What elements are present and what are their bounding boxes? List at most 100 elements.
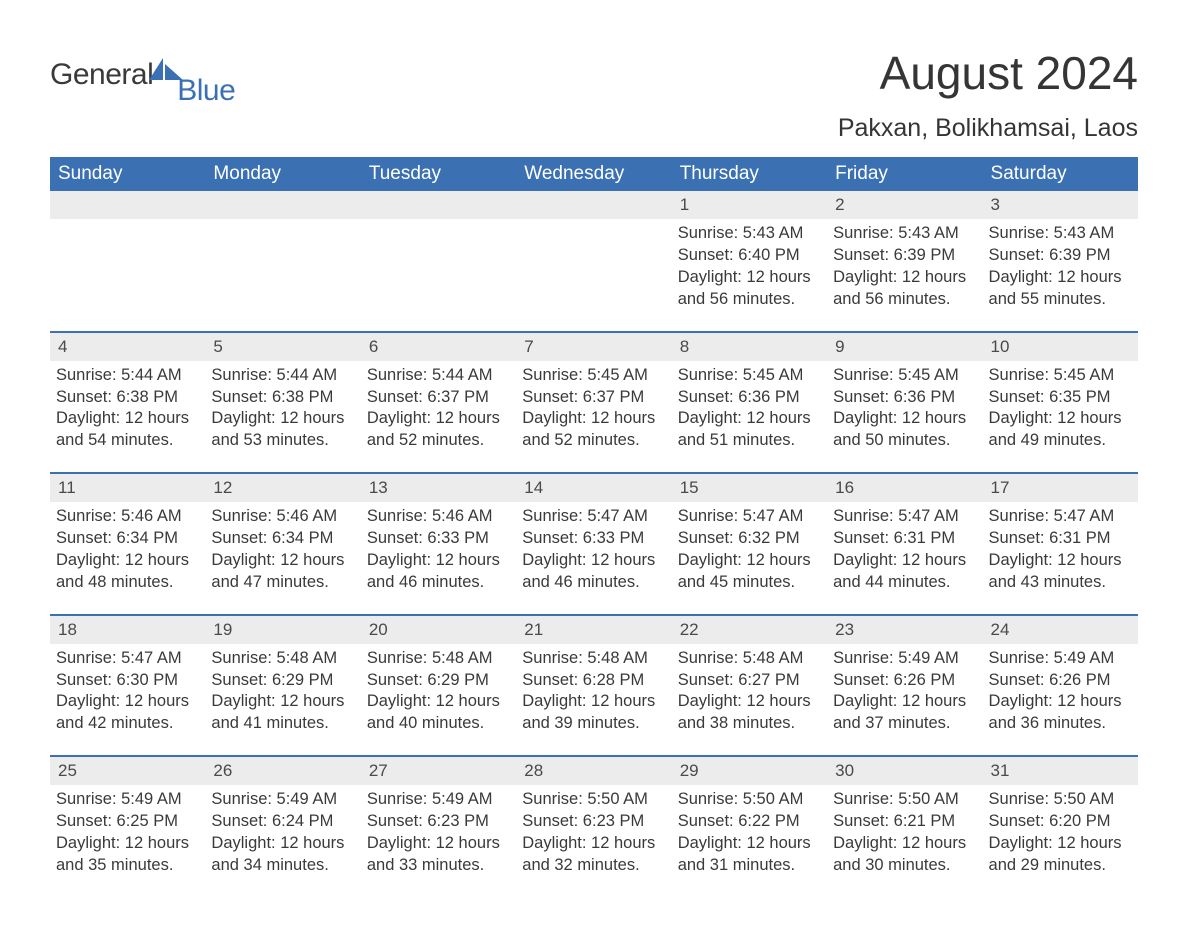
sunrise-text: Sunrise: 5:49 AM <box>989 648 1132 670</box>
sunset-text: Sunset: 6:34 PM <box>56 528 199 550</box>
day-number-cell: 14 <box>516 473 671 502</box>
daylight-text-line2: and 39 minutes. <box>522 713 665 735</box>
calendar-page: General Blue August 2024 Pakxan, Bolikha… <box>0 0 1188 927</box>
daylight-text-line2: and 36 minutes. <box>989 713 1132 735</box>
daylight-text-line2: and 55 minutes. <box>989 289 1132 311</box>
sunrise-text: Sunrise: 5:47 AM <box>56 648 199 670</box>
sunset-text: Sunset: 6:35 PM <box>989 387 1132 409</box>
day-number-cell: 8 <box>672 332 827 361</box>
day-number-cell: 10 <box>983 332 1138 361</box>
sunset-text: Sunset: 6:20 PM <box>989 811 1132 833</box>
sunrise-text: Sunrise: 5:48 AM <box>678 648 821 670</box>
brand-logo: General Blue <box>50 58 253 92</box>
day-content-cell: Sunrise: 5:43 AMSunset: 6:39 PMDaylight:… <box>983 219 1138 331</box>
daylight-text-line1: Daylight: 12 hours <box>56 408 199 430</box>
sunrise-text: Sunrise: 5:47 AM <box>522 506 665 528</box>
daylight-text-line1: Daylight: 12 hours <box>56 550 199 572</box>
day-content-cell <box>50 219 205 331</box>
daylight-text-line2: and 30 minutes. <box>833 855 976 877</box>
daylight-text-line2: and 48 minutes. <box>56 572 199 594</box>
sunrise-text: Sunrise: 5:47 AM <box>833 506 976 528</box>
day-content-cell <box>361 219 516 331</box>
day-content-row: Sunrise: 5:49 AMSunset: 6:25 PMDaylight:… <box>50 785 1138 896</box>
sunset-text: Sunset: 6:36 PM <box>833 387 976 409</box>
month-title: August 2024 <box>838 50 1138 96</box>
daylight-text-line1: Daylight: 12 hours <box>833 408 976 430</box>
daylight-text-line2: and 47 minutes. <box>211 572 354 594</box>
day-content-cell: Sunrise: 5:49 AMSunset: 6:24 PMDaylight:… <box>205 785 360 896</box>
day-content-cell: Sunrise: 5:44 AMSunset: 6:37 PMDaylight:… <box>361 361 516 473</box>
day-content-cell: Sunrise: 5:47 AMSunset: 6:30 PMDaylight:… <box>50 644 205 756</box>
sunset-text: Sunset: 6:36 PM <box>678 387 821 409</box>
day-number-cell: 18 <box>50 615 205 644</box>
daylight-text-line2: and 50 minutes. <box>833 430 976 452</box>
day-number-cell: 24 <box>983 615 1138 644</box>
day-content-cell: Sunrise: 5:48 AMSunset: 6:28 PMDaylight:… <box>516 644 671 756</box>
daylight-text-line1: Daylight: 12 hours <box>678 267 821 289</box>
sunset-text: Sunset: 6:23 PM <box>522 811 665 833</box>
daylight-text-line1: Daylight: 12 hours <box>989 833 1132 855</box>
day-content-row: Sunrise: 5:46 AMSunset: 6:34 PMDaylight:… <box>50 502 1138 614</box>
day-number-row: 25262728293031 <box>50 756 1138 785</box>
daylight-text-line1: Daylight: 12 hours <box>678 550 821 572</box>
daylight-text-line1: Daylight: 12 hours <box>56 691 199 713</box>
weekday-header: Sunday <box>50 157 205 191</box>
sunset-text: Sunset: 6:37 PM <box>367 387 510 409</box>
day-number-cell: 28 <box>516 756 671 785</box>
day-number-cell <box>50 191 205 219</box>
sunset-text: Sunset: 6:34 PM <box>211 528 354 550</box>
day-content-cell: Sunrise: 5:46 AMSunset: 6:33 PMDaylight:… <box>361 502 516 614</box>
sunset-text: Sunset: 6:31 PM <box>833 528 976 550</box>
sunrise-text: Sunrise: 5:45 AM <box>989 365 1132 387</box>
daylight-text-line2: and 45 minutes. <box>678 572 821 594</box>
sunset-text: Sunset: 6:31 PM <box>989 528 1132 550</box>
day-number-row: 11121314151617 <box>50 473 1138 502</box>
sunset-text: Sunset: 6:33 PM <box>522 528 665 550</box>
day-content-cell: Sunrise: 5:49 AMSunset: 6:25 PMDaylight:… <box>50 785 205 896</box>
day-content-cell: Sunrise: 5:45 AMSunset: 6:36 PMDaylight:… <box>672 361 827 473</box>
day-content-cell: Sunrise: 5:47 AMSunset: 6:31 PMDaylight:… <box>827 502 982 614</box>
sunrise-text: Sunrise: 5:48 AM <box>367 648 510 670</box>
sunrise-text: Sunrise: 5:43 AM <box>989 223 1132 245</box>
sunset-text: Sunset: 6:23 PM <box>367 811 510 833</box>
day-content-cell: Sunrise: 5:43 AMSunset: 6:40 PMDaylight:… <box>672 219 827 331</box>
weekday-header-row: Sunday Monday Tuesday Wednesday Thursday… <box>50 157 1138 191</box>
header-row: General Blue August 2024 Pakxan, Bolikha… <box>50 50 1138 143</box>
sunrise-text: Sunrise: 5:50 AM <box>678 789 821 811</box>
day-number-cell: 30 <box>827 756 982 785</box>
day-number-cell: 27 <box>361 756 516 785</box>
day-content-row: Sunrise: 5:44 AMSunset: 6:38 PMDaylight:… <box>50 361 1138 473</box>
sunrise-text: Sunrise: 5:43 AM <box>678 223 821 245</box>
day-content-cell <box>205 219 360 331</box>
sunrise-text: Sunrise: 5:46 AM <box>367 506 510 528</box>
day-content-cell: Sunrise: 5:45 AMSunset: 6:37 PMDaylight:… <box>516 361 671 473</box>
day-number-cell: 25 <box>50 756 205 785</box>
calendar-body: 123Sunrise: 5:43 AMSunset: 6:40 PMDaylig… <box>50 191 1138 897</box>
day-number-cell: 20 <box>361 615 516 644</box>
daylight-text-line1: Daylight: 12 hours <box>367 550 510 572</box>
day-content-cell: Sunrise: 5:50 AMSunset: 6:22 PMDaylight:… <box>672 785 827 896</box>
day-content-cell: Sunrise: 5:44 AMSunset: 6:38 PMDaylight:… <box>50 361 205 473</box>
day-number-row: 18192021222324 <box>50 615 1138 644</box>
day-number-cell: 13 <box>361 473 516 502</box>
day-number-cell: 3 <box>983 191 1138 219</box>
daylight-text-line1: Daylight: 12 hours <box>522 691 665 713</box>
daylight-text-line2: and 38 minutes. <box>678 713 821 735</box>
daylight-text-line1: Daylight: 12 hours <box>367 408 510 430</box>
brand-word-1: General <box>50 58 153 92</box>
daylight-text-line1: Daylight: 12 hours <box>833 267 976 289</box>
daylight-text-line2: and 56 minutes. <box>678 289 821 311</box>
daylight-text-line2: and 46 minutes. <box>522 572 665 594</box>
sunset-text: Sunset: 6:33 PM <box>367 528 510 550</box>
sunset-text: Sunset: 6:37 PM <box>522 387 665 409</box>
daylight-text-line2: and 56 minutes. <box>833 289 976 311</box>
sunrise-text: Sunrise: 5:47 AM <box>678 506 821 528</box>
day-content-cell: Sunrise: 5:46 AMSunset: 6:34 PMDaylight:… <box>205 502 360 614</box>
daylight-text-line2: and 51 minutes. <box>678 430 821 452</box>
daylight-text-line2: and 35 minutes. <box>56 855 199 877</box>
daylight-text-line1: Daylight: 12 hours <box>833 550 976 572</box>
sunrise-text: Sunrise: 5:45 AM <box>522 365 665 387</box>
daylight-text-line2: and 54 minutes. <box>56 430 199 452</box>
sunset-text: Sunset: 6:29 PM <box>367 670 510 692</box>
sunset-text: Sunset: 6:38 PM <box>211 387 354 409</box>
